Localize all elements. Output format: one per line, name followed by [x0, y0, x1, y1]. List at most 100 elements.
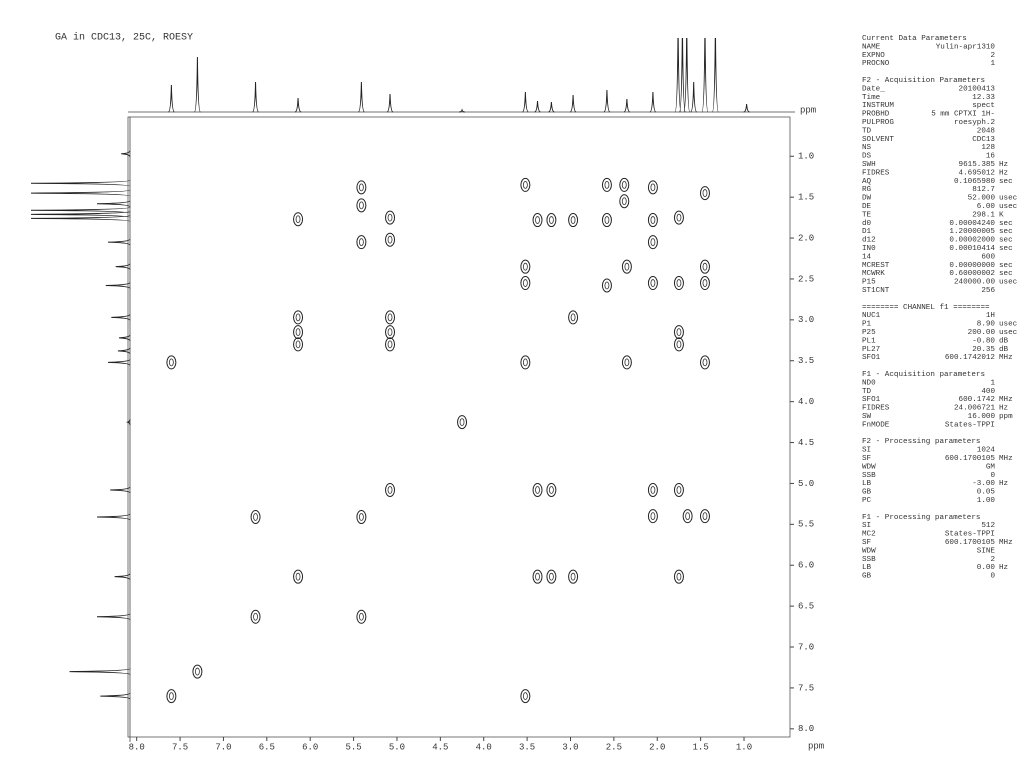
cross-peak: [520, 276, 531, 291]
param-value: 0.00000000: [949, 262, 995, 270]
x-tick-label: 6.5: [259, 742, 275, 752]
param-unit: sec: [999, 262, 1013, 270]
param-name: 14: [862, 253, 872, 261]
param-value: 0.00: [977, 564, 996, 572]
param-value: 812.7: [972, 186, 995, 194]
projection-peak: [548, 101, 555, 113]
contour: [522, 279, 528, 287]
cross-peak: [647, 276, 658, 291]
x-tick-label: 1.0: [736, 742, 752, 752]
contour: [604, 180, 610, 189]
x-tick-label: 8.0: [129, 742, 145, 752]
param-name: ND0: [862, 379, 876, 387]
contour: [676, 279, 682, 287]
param-value: 1: [990, 379, 995, 387]
cross-peak: [621, 259, 632, 274]
contour: [387, 235, 393, 244]
cross-peak: [293, 310, 304, 325]
contour: [570, 313, 576, 322]
param-name: d12: [862, 237, 876, 245]
cross-peak: [621, 355, 632, 370]
param-unit: Hz: [999, 405, 1008, 413]
cross-peak: [546, 482, 557, 497]
contour: [522, 692, 528, 701]
contour: [702, 262, 708, 271]
param-name: SOLVENT: [862, 136, 894, 144]
param-name: MCWRK: [862, 270, 885, 278]
plot-frame: [127, 116, 791, 738]
param-name: AQ: [862, 178, 872, 186]
x-tick-label: 4.0: [476, 742, 492, 752]
projection-peak: [30, 210, 131, 218]
contour: [702, 512, 708, 521]
contour: [168, 358, 174, 367]
param-unit: ppm: [999, 413, 1013, 421]
param-name: SWH: [862, 161, 876, 169]
contour: [624, 358, 630, 367]
cross-peak: [699, 276, 710, 291]
cross-peak: [250, 609, 261, 624]
param-name: P25: [862, 329, 876, 337]
projection-peak: [193, 56, 201, 113]
param-name: SSB: [862, 556, 876, 564]
param-value: 20100413: [959, 85, 996, 93]
param-value: 0: [990, 573, 995, 581]
cross-peak: [293, 569, 304, 584]
cross-peak: [699, 355, 710, 370]
param-value: 6.00: [977, 203, 996, 211]
x-tick-label: 1.5: [693, 742, 709, 752]
projection-peak: [743, 103, 750, 113]
projection-peak: [294, 97, 302, 113]
param-name: PROBHD: [862, 111, 890, 119]
param-value: SINE: [977, 547, 996, 555]
projection-peak: [107, 238, 131, 246]
projection-peak: [30, 214, 131, 222]
contour: [702, 189, 708, 197]
cross-peak: [356, 509, 367, 524]
cross-peak: [293, 212, 304, 227]
param-name: MCREST: [862, 262, 890, 270]
param-unit: dB: [999, 346, 1009, 354]
projection-peak: [118, 334, 131, 341]
cross-peak: [356, 609, 367, 624]
x-tick-label: 7.5: [172, 742, 188, 752]
param-name: TD: [862, 127, 872, 135]
contour: [295, 572, 301, 581]
contour: [387, 328, 393, 337]
cross-peak: [699, 259, 710, 274]
cross-peak: [520, 177, 531, 192]
cross-peak: [293, 337, 304, 352]
cross-peak: [601, 278, 612, 293]
param-value: 0.05: [977, 489, 996, 497]
cross-peak: [568, 213, 579, 228]
param-name: FIDRES: [862, 169, 890, 177]
projection-peak: [534, 100, 541, 113]
projection-peak: [690, 81, 698, 113]
x-tick-label: 5.5: [345, 742, 361, 752]
x-tick-label: 3.0: [562, 742, 578, 752]
contour: [522, 262, 528, 271]
param-value: spect: [972, 102, 995, 110]
contour: [676, 213, 682, 222]
param-name: MC2: [862, 531, 876, 539]
contour: [621, 197, 627, 206]
cross-peak: [293, 325, 304, 340]
contour: [570, 216, 576, 224]
chart-title: GA in CDC13, 25C, ROESY: [55, 32, 193, 44]
contour: [535, 486, 540, 494]
contour: [650, 238, 656, 247]
section-title: F2 - Processing parameters: [862, 438, 980, 446]
param-value: 16.000: [968, 413, 996, 421]
cross-peak: [356, 180, 367, 195]
cross-peak: [356, 198, 367, 213]
top-projection: [168, 38, 750, 113]
contour: [685, 512, 691, 521]
cross-peak: [532, 482, 543, 497]
param-unit: Hz: [999, 480, 1008, 488]
contour: [549, 486, 554, 494]
projection-peak: [111, 314, 131, 321]
projection-peak: [459, 108, 466, 113]
y-tick-label: 3.0: [798, 315, 814, 325]
projection-peak: [649, 91, 657, 113]
param-value: CDC13: [972, 136, 995, 144]
